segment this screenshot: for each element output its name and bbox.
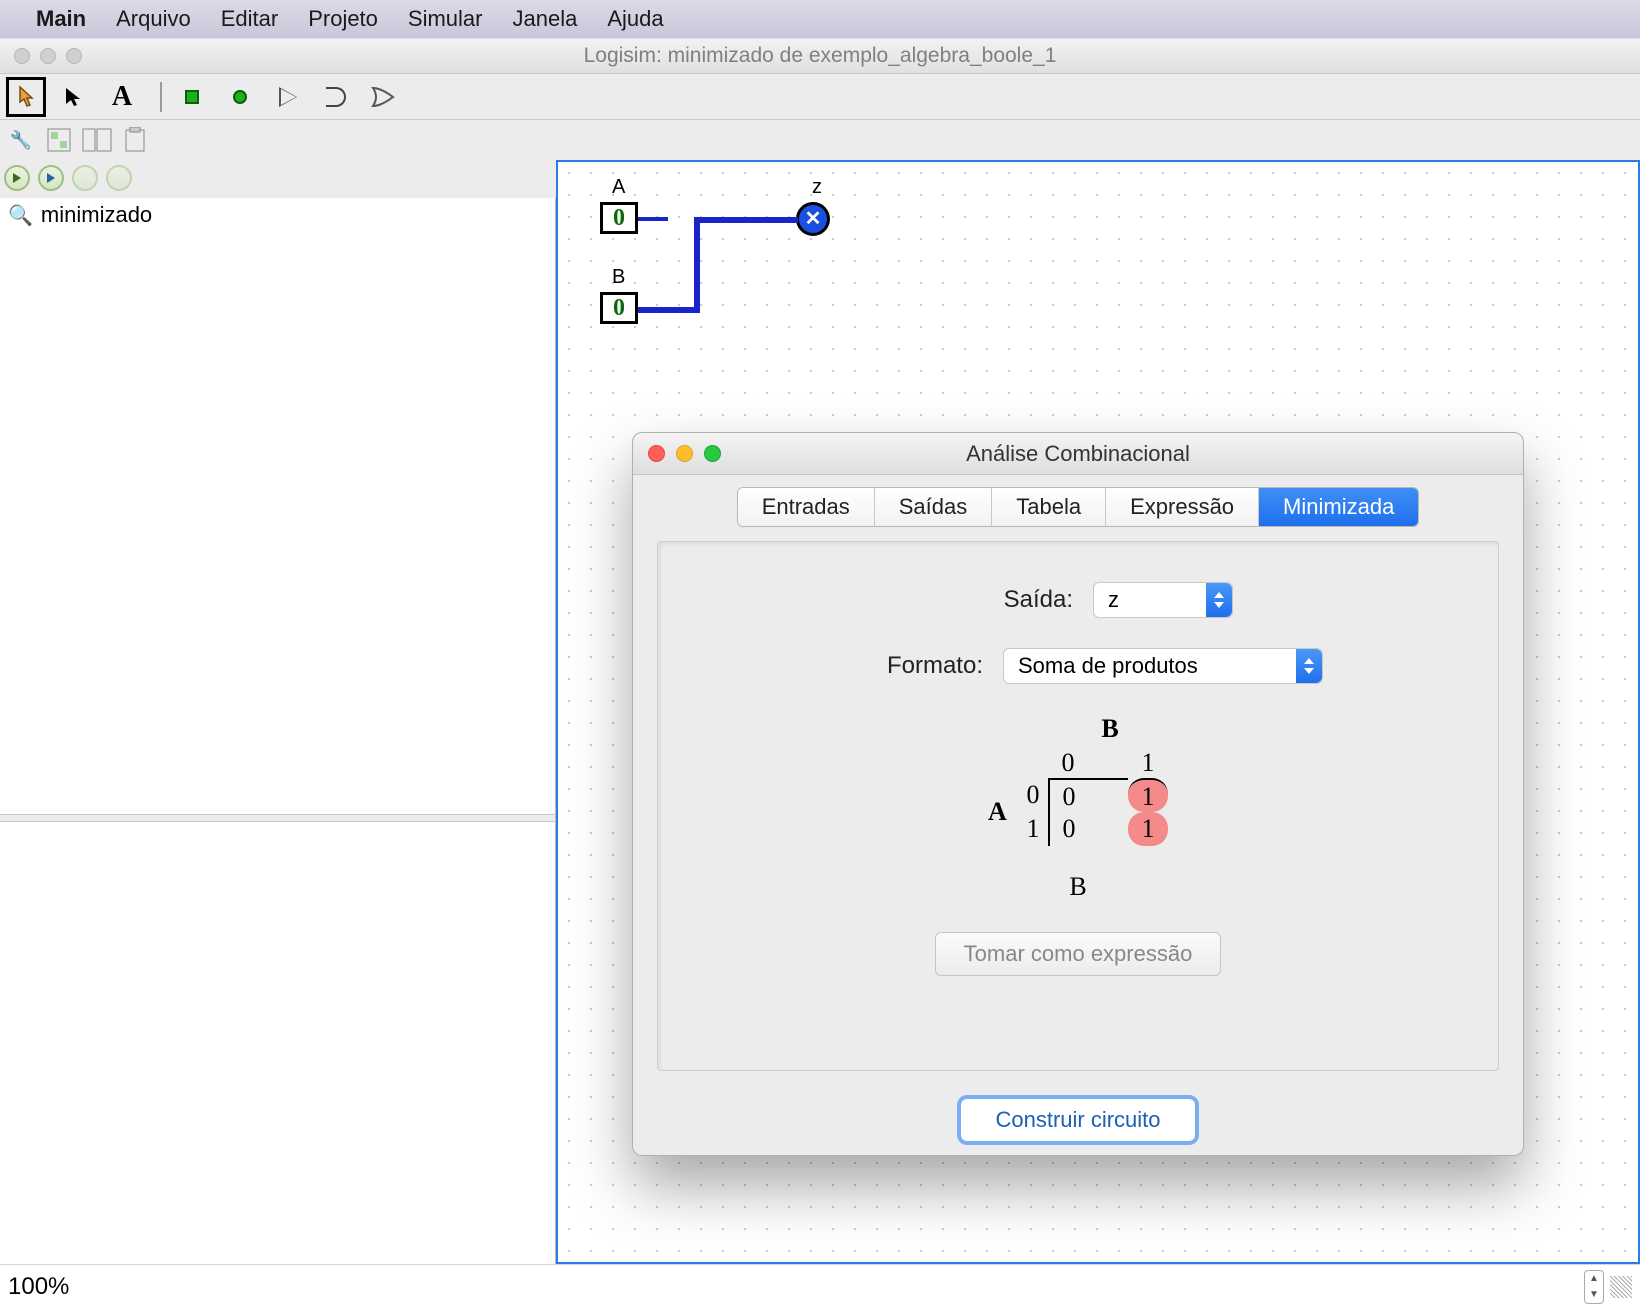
dialog-tabs: Entradas Saídas Tabela Expressão Minimiz… bbox=[633, 475, 1523, 527]
layout-tool-icon[interactable] bbox=[42, 123, 76, 157]
output-z-label: z bbox=[812, 176, 822, 199]
minimized-expression: B bbox=[1069, 872, 1086, 902]
kmap-col-0: 0 bbox=[1048, 748, 1088, 778]
output-pin-z[interactable]: ✕ bbox=[796, 202, 830, 236]
pin-a-label: A bbox=[612, 176, 625, 199]
dialog-title: Análise Combinacional bbox=[633, 441, 1523, 467]
build-circuit-button[interactable]: Construir circuito bbox=[957, 1095, 1198, 1145]
appearance-tool-icon[interactable] bbox=[80, 123, 114, 157]
output-x-icon: ✕ bbox=[805, 209, 822, 229]
sim-step-icon[interactable] bbox=[38, 165, 64, 191]
tab-entradas[interactable]: Entradas bbox=[738, 488, 875, 526]
project-tree-root-label: minimizado bbox=[41, 202, 152, 228]
text-tool-icon[interactable]: A bbox=[102, 77, 142, 117]
kmap-cell-00[interactable]: 0 bbox=[1048, 778, 1088, 812]
output-select[interactable]: z bbox=[1093, 582, 1233, 618]
menu-simular[interactable]: Simular bbox=[408, 6, 483, 32]
take-as-expression-button[interactable]: Tomar como expressão bbox=[935, 932, 1222, 976]
window-title: Logisim: minimizado de exemplo_algebra_b… bbox=[0, 44, 1640, 68]
project-panel: 🔍 minimizado bbox=[0, 198, 556, 1264]
kmap-cell-10[interactable]: 0 bbox=[1048, 812, 1088, 846]
main-toolbar: A bbox=[0, 74, 1640, 120]
chevron-updown-icon bbox=[1296, 649, 1322, 683]
zoom-level: 100% bbox=[8, 1273, 69, 1301]
zoom-stepper[interactable]: ▲▼ bbox=[1584, 1270, 1604, 1304]
sim-run-icon[interactable] bbox=[4, 165, 30, 191]
karnaugh-map: B 0 1 A 0 0 1 1 0 1 B bbox=[658, 714, 1498, 902]
kmap-row-var: A bbox=[988, 797, 1018, 827]
menu-app[interactable]: Main bbox=[36, 6, 86, 32]
kmap-row-1: 1 bbox=[1018, 814, 1048, 844]
input-pin-tool-icon[interactable] bbox=[172, 77, 212, 117]
toolbar-divider bbox=[160, 82, 162, 112]
select-tool-icon[interactable] bbox=[54, 77, 94, 117]
menu-janela[interactable]: Janela bbox=[513, 6, 578, 32]
input-pin-a[interactable]: 0 bbox=[600, 202, 638, 234]
menu-projeto[interactable]: Projeto bbox=[308, 6, 378, 32]
combinational-analysis-dialog: Análise Combinacional Entradas Saídas Ta… bbox=[632, 432, 1524, 1156]
not-gate-tool-icon[interactable] bbox=[268, 77, 308, 117]
status-bar: 100% ▲▼ bbox=[0, 1264, 1640, 1308]
clipboard-tool-icon[interactable] bbox=[118, 123, 152, 157]
panel-splitter[interactable] bbox=[0, 814, 555, 822]
sim-reset-icon[interactable] bbox=[106, 165, 132, 191]
macos-menubar: Main Arquivo Editar Projeto Simular Jane… bbox=[0, 0, 1640, 38]
secondary-toolbar: 🔧 bbox=[0, 120, 1640, 160]
menu-arquivo[interactable]: Arquivo bbox=[116, 6, 191, 32]
window-titlebar: Logisim: minimizado de exemplo_algebra_b… bbox=[0, 38, 1640, 74]
menu-editar[interactable]: Editar bbox=[221, 6, 278, 32]
wire-segment[interactable] bbox=[694, 217, 798, 223]
tab-saidas[interactable]: Saídas bbox=[875, 488, 993, 526]
tab-minimizada[interactable]: Minimizada bbox=[1259, 488, 1418, 526]
poke-tool-icon[interactable] bbox=[6, 77, 46, 117]
wire-segment[interactable] bbox=[638, 217, 668, 221]
dialog-content: Saída: z Formato: Soma de produtos B 0 bbox=[657, 541, 1499, 1071]
magnifier-icon: 🔍 bbox=[8, 203, 33, 228]
dialog-titlebar: Análise Combinacional bbox=[633, 433, 1523, 475]
format-select-label: Formato: bbox=[833, 652, 983, 680]
resize-grip-icon bbox=[1610, 1276, 1632, 1298]
kmap-cell-11[interactable]: 1 bbox=[1128, 812, 1168, 846]
wrench-tool-icon[interactable]: 🔧 bbox=[4, 123, 38, 157]
tab-tabela[interactable]: Tabela bbox=[992, 488, 1106, 526]
output-select-value: z bbox=[1108, 587, 1119, 613]
project-tree-root[interactable]: 🔍 minimizado bbox=[0, 198, 555, 232]
or-gate-tool-icon[interactable] bbox=[364, 77, 404, 117]
wire-segment[interactable] bbox=[638, 307, 700, 313]
kmap-cell-01[interactable]: 1 bbox=[1128, 778, 1168, 812]
input-pin-b[interactable]: 0 bbox=[600, 292, 638, 324]
and-gate-tool-icon[interactable] bbox=[316, 77, 356, 117]
format-select-value: Soma de produtos bbox=[1018, 653, 1198, 679]
output-pin-tool-icon[interactable] bbox=[220, 77, 260, 117]
output-select-label: Saída: bbox=[923, 586, 1073, 614]
menu-ajuda[interactable]: Ajuda bbox=[607, 6, 663, 32]
tab-expressao[interactable]: Expressão bbox=[1106, 488, 1259, 526]
kmap-row-0: 0 bbox=[1018, 780, 1048, 810]
sim-tick-icon[interactable] bbox=[72, 165, 98, 191]
pin-b-label: B bbox=[612, 266, 625, 289]
chevron-updown-icon bbox=[1206, 583, 1232, 617]
format-select[interactable]: Soma de produtos bbox=[1003, 648, 1323, 684]
wire-segment[interactable] bbox=[694, 217, 700, 313]
kmap-col-1: 1 bbox=[1128, 748, 1168, 778]
kmap-col-var: B bbox=[1037, 714, 1118, 744]
properties-panel bbox=[0, 822, 555, 1264]
logisim-window: Logisim: minimizado de exemplo_algebra_b… bbox=[0, 38, 1640, 1308]
